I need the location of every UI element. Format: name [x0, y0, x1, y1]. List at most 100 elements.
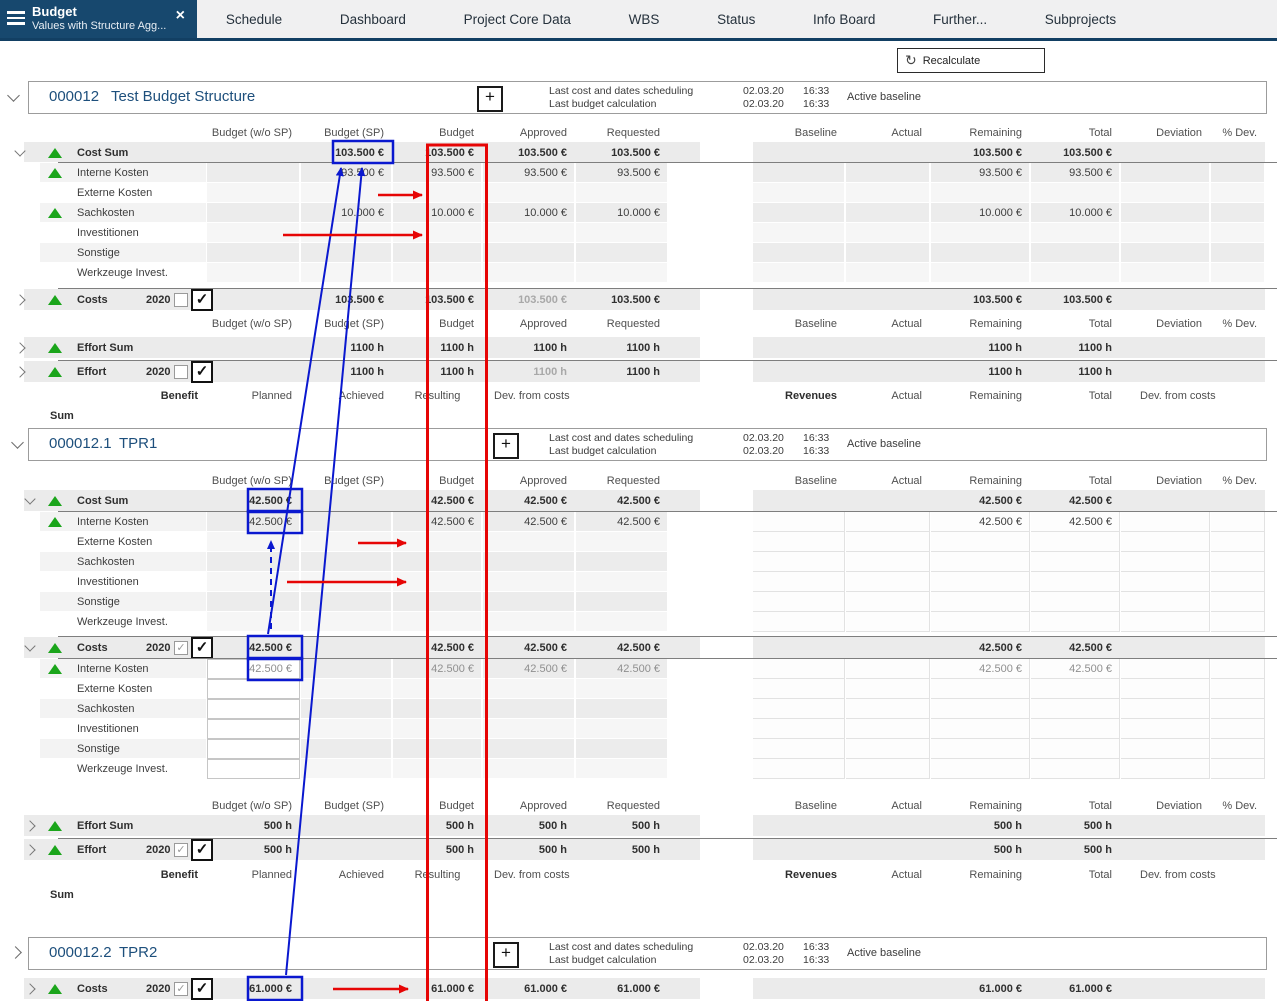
approval-checkbox[interactable]: ✓ — [174, 843, 188, 857]
hamburger-menu-icon[interactable] — [7, 11, 25, 25]
benefit-label: Total — [1088, 390, 1112, 402]
cellbox-app — [483, 183, 575, 203]
cellbox-wosp[interactable] — [207, 719, 300, 739]
section-row-costs: Costs 2020 ✓ 103.500 € 103.500 € 103.500 € 103… — [0, 288, 1277, 311]
cellbox-req — [576, 552, 668, 572]
cell-rem: 42.500 € — [979, 516, 1022, 528]
active-checkbox[interactable]: ✓ — [191, 361, 213, 383]
cell-bud: 42.500 € — [431, 642, 474, 654]
cell-app: 10.000 € — [524, 207, 567, 219]
separator-line — [58, 288, 1277, 289]
cellbox-wosp[interactable] — [207, 679, 300, 699]
cell-req: 93.500 € — [617, 167, 660, 179]
active-checkbox[interactable]: ✓ — [191, 839, 213, 861]
benefit-label: Dev. from costs — [494, 390, 570, 402]
column-header-tot: Total — [1088, 127, 1112, 139]
cellbox-tot — [1031, 739, 1120, 759]
data-row-sonstige: Sonstige — [0, 739, 1277, 759]
cellbox-act — [846, 203, 930, 223]
column-header-act: Actual — [891, 318, 922, 330]
row-band — [753, 337, 1265, 358]
cell-app: 500 h — [538, 844, 567, 856]
cellbox-bud — [393, 552, 482, 572]
approval-checkbox[interactable]: ✓ — [174, 641, 188, 655]
tab-subprojects[interactable]: Subprojects — [1044, 11, 1117, 27]
benefit-label: Actual — [891, 390, 922, 402]
row-stripe — [40, 552, 206, 571]
tab-project-core-data[interactable]: Project Core Data — [463, 11, 571, 27]
cellbox-sp — [301, 223, 392, 243]
cellbox-tot — [1031, 572, 1120, 592]
active-checkbox[interactable]: ✓ — [191, 289, 213, 311]
chevron-down-icon[interactable] — [7, 89, 20, 102]
chevron-down-icon[interactable] — [11, 436, 24, 449]
project-card-000012: 000012 Test Budget Structure + Last cost… — [28, 81, 1267, 114]
cellbox-rem — [931, 612, 1030, 632]
cellbox-rem — [931, 223, 1030, 243]
project-card-000012-1: 000012.1 TPR1 + Last cost and dates sche… — [28, 428, 1267, 461]
cell-bud: 500 h — [445, 820, 474, 832]
cellbox-wosp[interactable] — [207, 739, 300, 759]
approval-checkbox[interactable]: ✓ — [174, 982, 188, 996]
cell-rem: 103.500 € — [973, 146, 1022, 159]
active-checkbox[interactable]: ✓ — [191, 637, 213, 659]
cell-app: 42.500 € — [524, 663, 567, 675]
data-row-werkzeuge-invest-: Werkzeuge Invest. — [0, 759, 1277, 779]
cell-sp: 93.500 € — [341, 167, 384, 179]
section-row-effort: Effort 2020 ✓ ✓ 500 h 500 h 500 h 500 h 500 h 500… — [0, 838, 1277, 861]
cell-rem: 500 h — [993, 844, 1022, 856]
cellbox-dev — [1121, 163, 1210, 183]
tab-dashboard[interactable]: Dashboard — [339, 11, 406, 27]
cellbox-app — [483, 552, 575, 572]
tab-info-board[interactable]: Info Board — [813, 11, 876, 27]
cellbox-app — [483, 612, 575, 632]
cellbox-app — [483, 592, 575, 612]
cellbox-wosp[interactable] — [207, 759, 300, 779]
column-header-dev: Deviation — [1156, 800, 1202, 812]
trend-up-icon — [48, 984, 62, 994]
approval-checkbox[interactable] — [174, 293, 188, 307]
active-checkbox[interactable]: ✓ — [191, 978, 213, 1000]
row-label: Investitionen — [77, 227, 139, 239]
add-button[interactable]: + — [493, 942, 519, 968]
column-header-dev: Deviation — [1156, 127, 1202, 139]
cellbox-rem — [931, 699, 1030, 719]
cellbox-dev — [1121, 223, 1210, 243]
add-button[interactable]: + — [477, 86, 503, 112]
add-button[interactable]: + — [493, 433, 519, 459]
separator-line — [58, 658, 1277, 659]
close-icon[interactable]: × — [175, 7, 185, 24]
tab-wbs[interactable]: WBS — [628, 11, 660, 27]
cell-rem: 103.500 € — [973, 294, 1022, 306]
trend-up-icon — [48, 343, 62, 353]
tab-status[interactable]: Status — [717, 11, 756, 27]
cellbox-pdev — [1211, 612, 1265, 632]
column-header-wosp: Budget (w/o SP) — [211, 475, 292, 487]
tab-schedule[interactable]: Schedule — [225, 11, 283, 27]
cell-tot: 61.000 € — [1069, 983, 1112, 995]
cell-app: 42.500 € — [524, 516, 567, 528]
cellbox-pdev — [1211, 203, 1265, 223]
cell-rem: 500 h — [993, 820, 1022, 832]
benefit-label: Planned — [251, 390, 292, 402]
column-header-act: Actual — [891, 800, 922, 812]
section-row-effort: Effort 2020 ✓ 1100 h 1100 h 1100 h 1100 h 1100 … — [0, 360, 1277, 383]
column-header-wosp: Budget (w/o SP) — [211, 127, 292, 139]
column-header-dev: Deviation — [1156, 318, 1202, 330]
cellbox-req — [576, 572, 668, 592]
column-header-bud: Budget — [439, 318, 474, 330]
chevron-right-icon[interactable] — [9, 946, 22, 959]
tab-further-[interactable]: Further... — [933, 11, 988, 27]
cell-tot: 42.500 € — [1069, 663, 1112, 675]
row-label: Costs — [77, 983, 108, 995]
cellbox-wosp[interactable] — [207, 699, 300, 719]
cellbox-app — [483, 163, 575, 183]
recalculate-button[interactable]: ↻ Recalculate — [897, 48, 1045, 73]
approval-checkbox[interactable] — [174, 365, 188, 379]
cellbox-tot — [1031, 263, 1120, 283]
tab-budget-active[interactable]: Budget Values with Structure Agg... × — [0, 0, 197, 38]
cellbox-tot — [1031, 592, 1120, 612]
row-label: Cost Sum — [77, 146, 129, 159]
data-row-externe-kosten: Externe Kosten — [0, 679, 1277, 699]
